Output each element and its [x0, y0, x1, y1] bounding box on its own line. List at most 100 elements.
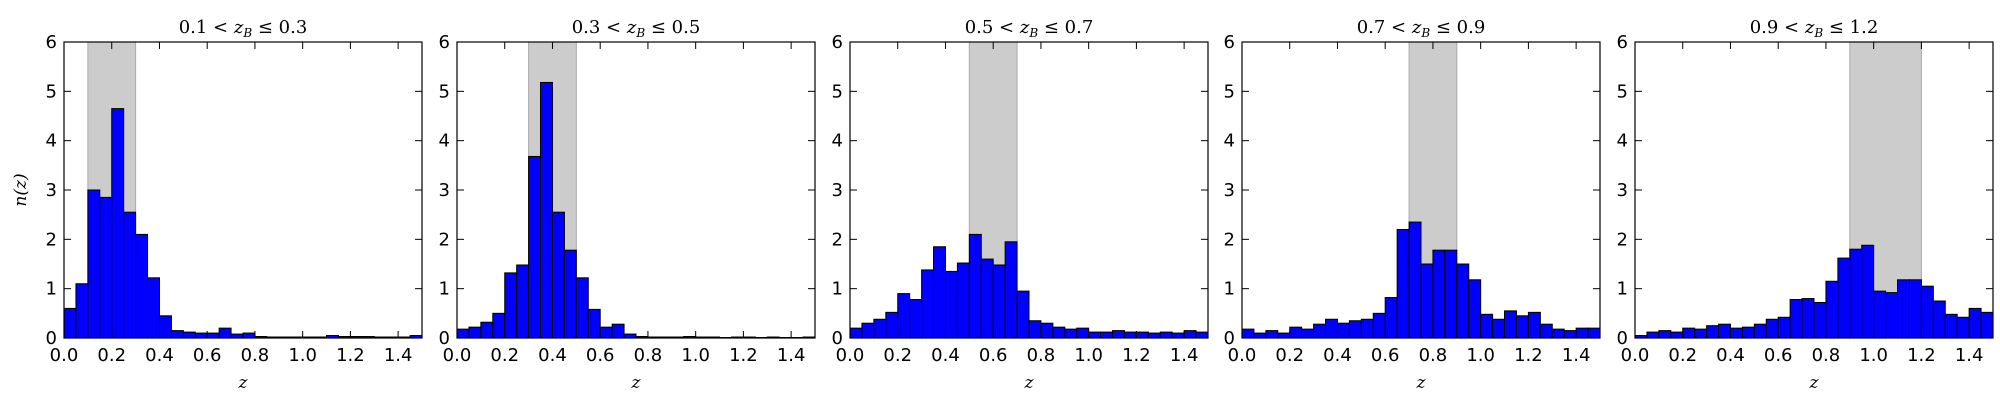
histogram-bar [921, 269, 935, 339]
histogram-bar [1195, 331, 1209, 339]
histogram-bar [1861, 244, 1875, 339]
y-tick-label: 5 [832, 81, 843, 102]
histogram-bar [611, 323, 625, 339]
histogram-bar [1504, 310, 1517, 339]
axes-frame [1634, 41, 1994, 339]
x-tick-label: 1.2 [336, 345, 365, 366]
histogram-bar [861, 322, 875, 339]
histogram-bar [1658, 330, 1672, 339]
panel-4: 0.0 0.2 0.4 0.6 0.8 1.0 1.2 1.4 0 1 2 3 4 5 6 0.7 < zB … [1224, 17, 1601, 393]
histogram-bar [504, 272, 518, 339]
y-tick-label: 6 [1224, 32, 1235, 53]
histogram-bar [551, 211, 565, 339]
x-tick-label: 1.0 [681, 345, 710, 366]
histogram-bar [1265, 330, 1279, 339]
histogram-bar [1706, 325, 1720, 339]
y-tick-label: 5 [439, 81, 450, 102]
y-tick-label: 2 [832, 229, 843, 250]
x-tick-label: 0.4 [145, 345, 174, 366]
histogram-bar [1980, 311, 1994, 339]
panel-title: 0.5 < zB ≤ 0.7 [965, 17, 1094, 40]
y-tick-label: 1 [46, 279, 57, 300]
histogram-bar [1253, 332, 1267, 339]
x-tick-label: 1.0 [288, 345, 317, 366]
x-tick-label: 0.2 [97, 345, 126, 366]
histogram-bar [111, 108, 125, 339]
y-tick-label: 2 [439, 229, 450, 250]
histogram-bar [599, 326, 613, 339]
x-tick-label: 0.4 [1323, 345, 1352, 366]
panel-1: 0.0 0.2 0.4 0.6 0.8 1.0 1.2 1.4 0 1 2 3 4 5 6 0.1 < zB … [11, 17, 423, 393]
x-tick-label: 0.6 [1764, 345, 1793, 366]
histogram-bar [147, 277, 160, 339]
x-tick-label: 0.8 [634, 345, 663, 366]
histogram-bar [1873, 290, 1887, 339]
histogram-bar [980, 258, 994, 339]
histogram-bar [528, 155, 542, 339]
x-tick-label: 0.0 [1621, 345, 1650, 366]
x-tick-label: 0.4 [1716, 345, 1745, 366]
histogram-bar [968, 233, 982, 339]
y-tick-label: 6 [439, 32, 450, 53]
histogram-bar [1396, 228, 1410, 339]
histogram-bar [1575, 327, 1589, 339]
x-tick-label: 1.2 [1122, 345, 1151, 366]
histogram-bar [1112, 330, 1125, 339]
histogram-bar [1052, 326, 1066, 339]
x-tick-label: 1.4 [1170, 345, 1199, 366]
x-tick-label: 0.6 [979, 345, 1008, 366]
y-tick-label: 4 [832, 131, 843, 152]
histogram-bar [1563, 330, 1577, 339]
histogram-bar [1670, 331, 1684, 339]
histogram-bar [516, 264, 530, 339]
histogram-bar [1897, 279, 1910, 339]
x-tick-label: 0.8 [241, 345, 270, 366]
histogram-bar [587, 308, 601, 339]
x-tick-label: 0.4 [931, 345, 960, 366]
x-tick-label: 0.0 [836, 345, 865, 366]
histogram-bar [1028, 320, 1042, 339]
x-axis-label: z [1809, 373, 1820, 393]
histogram-bar [480, 321, 494, 339]
histogram-bar [873, 318, 887, 339]
histogram-bar [63, 307, 77, 339]
y-tick-label: 1 [1617, 279, 1628, 300]
histogram-bar [1088, 331, 1102, 339]
y-tick-label: 6 [832, 32, 843, 53]
histogram-bar [468, 326, 482, 339]
histogram-bar [492, 312, 506, 339]
histogram-bar [1587, 327, 1601, 339]
histogram-bar [575, 277, 589, 339]
y-tick-label: 3 [439, 180, 450, 201]
histogram-bar [1336, 322, 1350, 339]
histogram-bar [1004, 241, 1018, 339]
x-tick-label: 1.0 [1074, 345, 1103, 366]
histogram-bar [1813, 301, 1827, 339]
histogram-bar [158, 315, 172, 339]
y-tick-label: 6 [1617, 32, 1628, 53]
histogram-bar [1289, 326, 1303, 339]
histogram-bar [944, 270, 958, 339]
histogram-bar [1777, 316, 1791, 339]
histogram-bar [1849, 248, 1863, 339]
y-tick-label: 4 [1224, 131, 1235, 152]
x-tick-label: 0.6 [193, 345, 222, 366]
x-axis-label: z [631, 373, 642, 393]
histogram-bar [135, 233, 149, 339]
histogram-bar [1408, 221, 1422, 339]
histogram-bar [75, 283, 89, 339]
histogram-bar [1789, 299, 1803, 339]
histogram-bar [897, 293, 911, 339]
x-tick-label: 0.6 [1371, 345, 1400, 366]
y-tick-label: 3 [1617, 180, 1628, 201]
histogram-bar [1765, 318, 1779, 339]
histogram-bar [956, 262, 970, 339]
histogram-bar [1741, 326, 1755, 339]
histogram-bar [909, 299, 923, 339]
histogram-bar [1183, 330, 1197, 339]
histogram-bar [1968, 307, 1982, 339]
x-tick-label: 1.2 [1907, 345, 1936, 366]
x-tick-label: 0.8 [1812, 345, 1841, 366]
panels: 0.0 0.2 0.4 0.6 0.8 1.0 1.2 1.4 0 1 2 3 4 5 6 0.1 < zB … [11, 17, 1994, 393]
